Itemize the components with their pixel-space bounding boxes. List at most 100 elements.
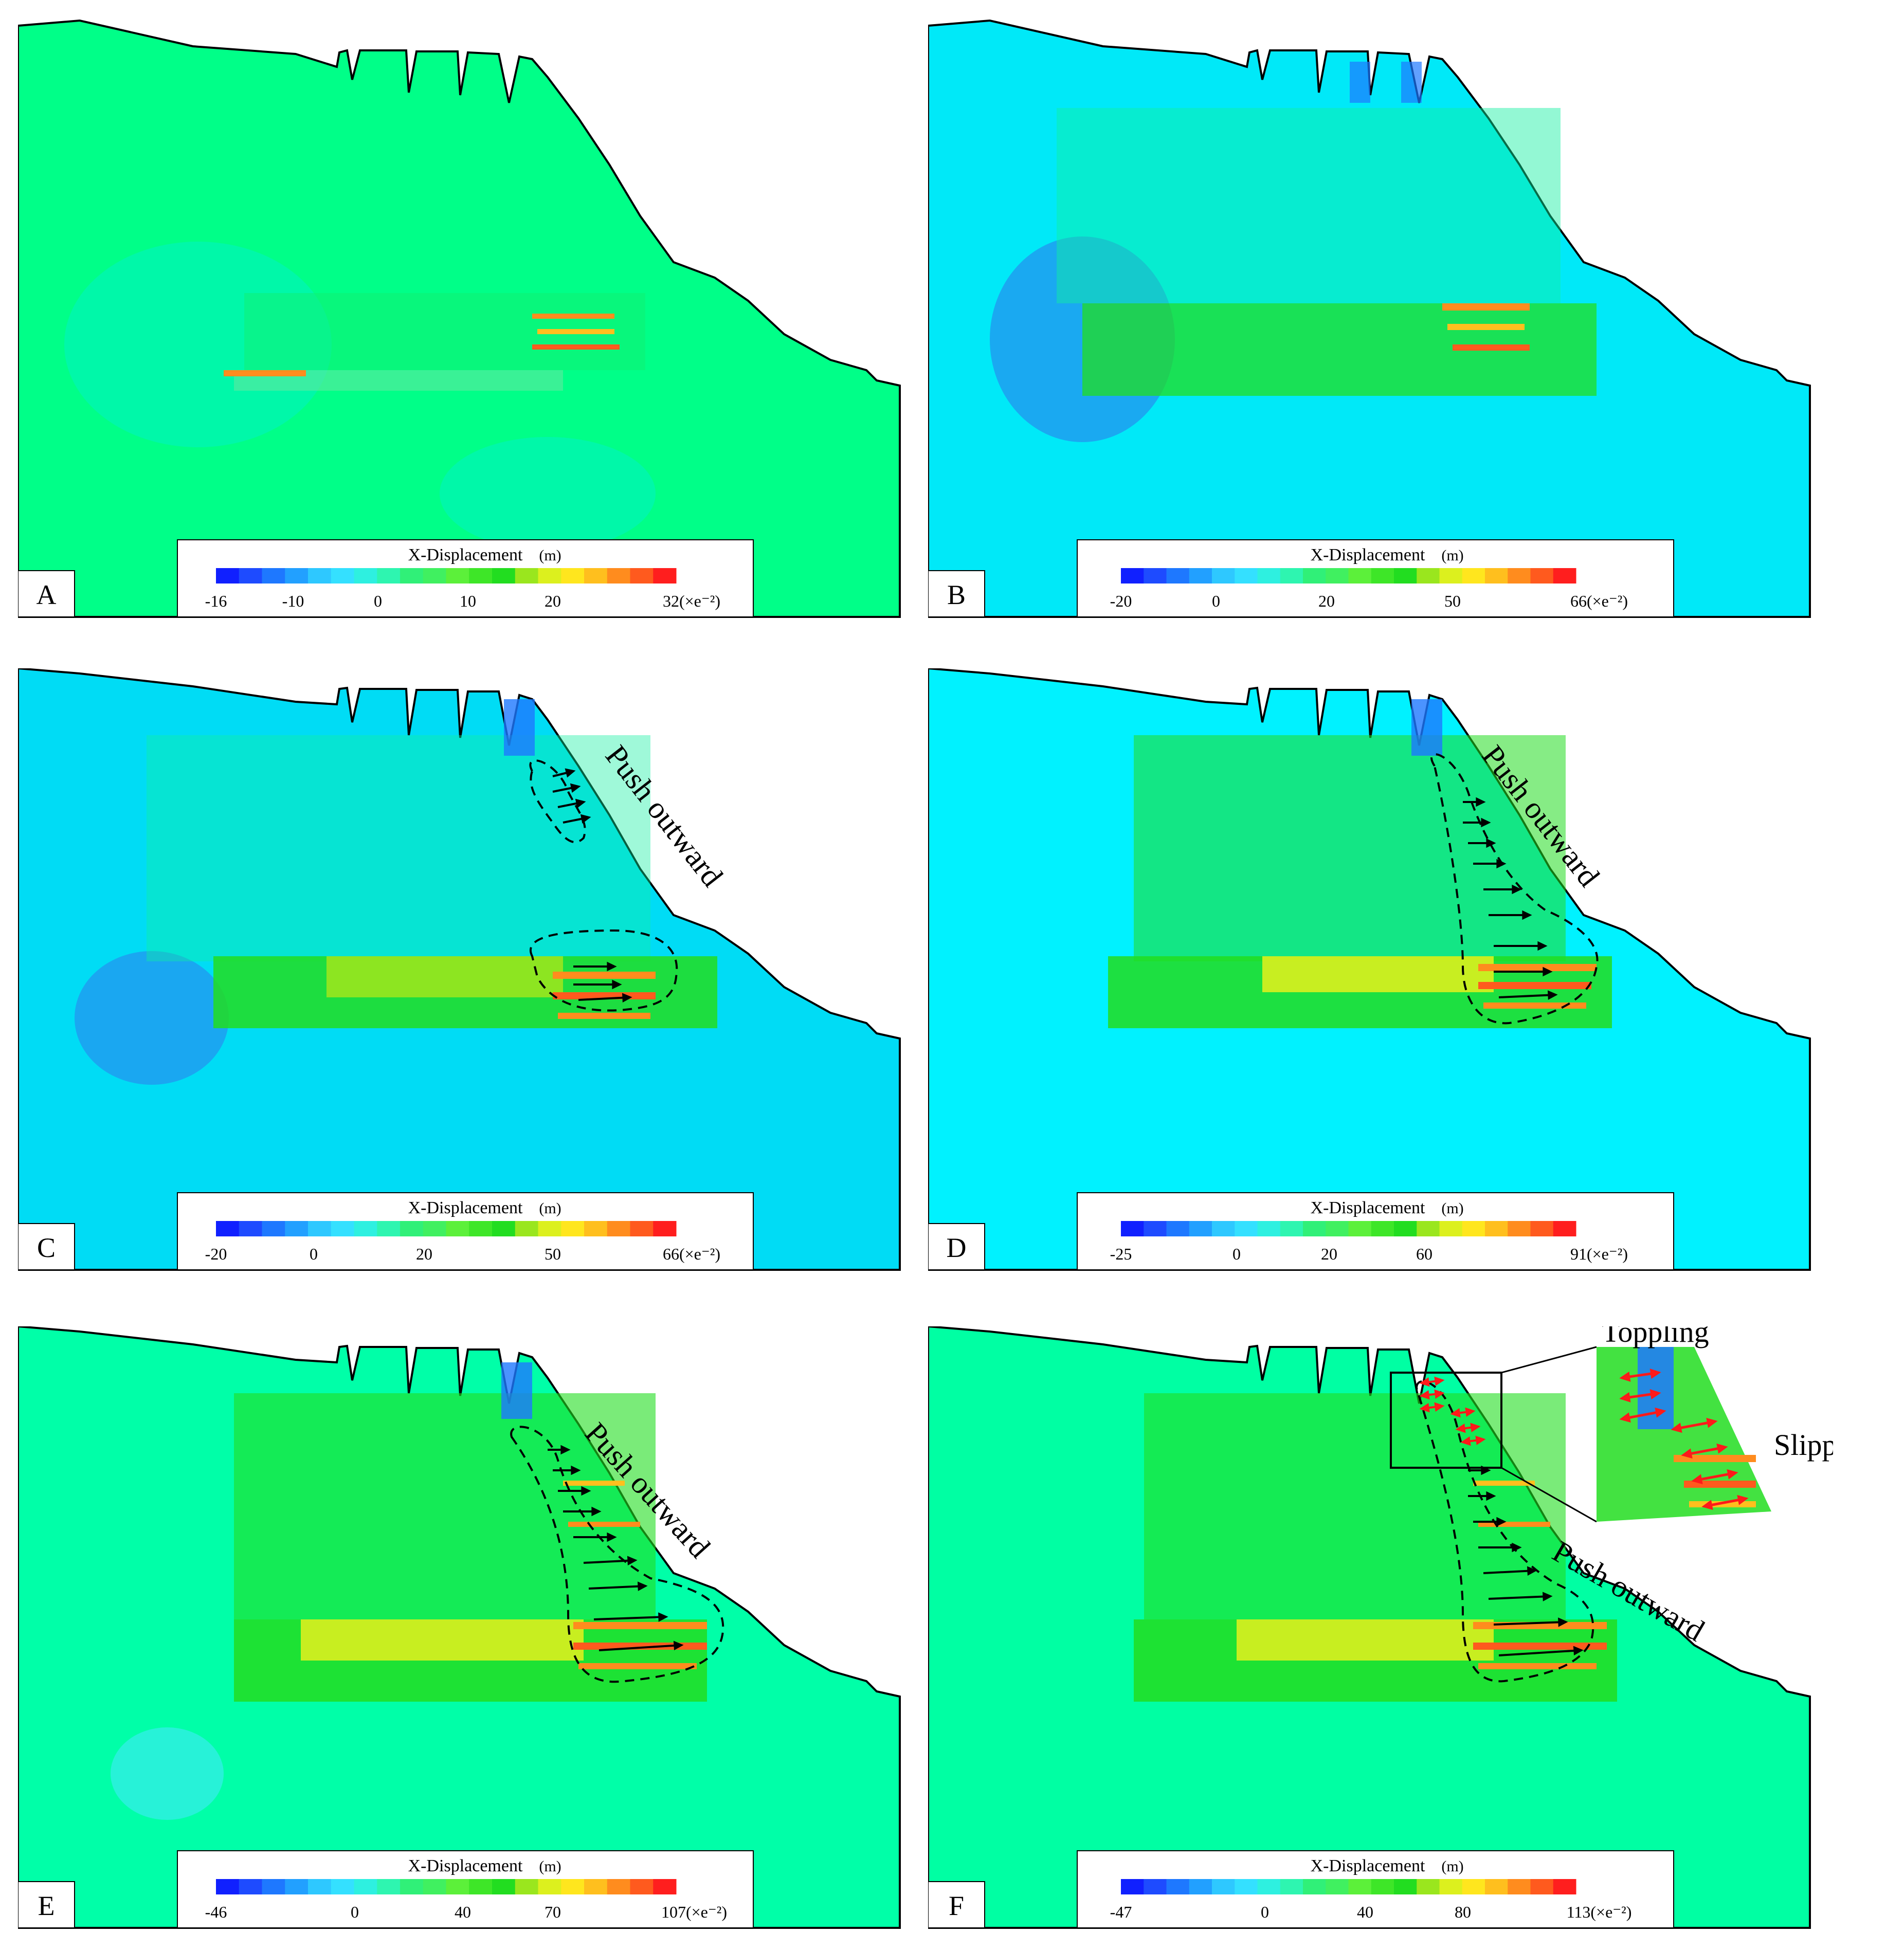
colorbar-swatch [1189, 1879, 1212, 1894]
colorbar-swatch [308, 1879, 332, 1894]
arrowhead [591, 1506, 602, 1517]
arrowhead [1727, 1469, 1738, 1480]
arrowhead [1716, 1443, 1728, 1454]
colorbar-swatch [354, 1879, 377, 1894]
colorbar-title: X-Displacement [1311, 1198, 1425, 1217]
arrowhead [1419, 1390, 1430, 1400]
colorbar-swatch [1257, 1879, 1281, 1894]
negative-strip [501, 1362, 532, 1419]
panel-b: X-Displacement (m) -20 0 20 50 66(×e⁻²) … [928, 15, 1833, 622]
colorbar-swatch [538, 1221, 561, 1236]
colorbar-swatch [1121, 1879, 1144, 1894]
colorbar-swatch [469, 568, 493, 584]
high-displacement-strip [1453, 344, 1530, 351]
colorbar-swatch [1326, 1221, 1349, 1236]
colorbar-swatch [538, 1879, 561, 1894]
colorbar-tick: 20 [416, 1245, 432, 1263]
colorbar-swatch [1485, 1879, 1508, 1894]
colorbar-swatch [1166, 568, 1190, 584]
arrowhead [1481, 817, 1491, 828]
colorbar-swatch [239, 1879, 262, 1894]
colorbar-swatch [492, 568, 516, 584]
arrowhead [622, 993, 632, 1002]
colorbar-swatch [1394, 1879, 1417, 1894]
arrowhead [673, 1640, 684, 1651]
colorbar-swatch [285, 1221, 309, 1236]
colorbar-swatch [1371, 1879, 1394, 1894]
panel-a: X-Displacement (m) -16 -10 0 10 20 32(×e… [18, 15, 923, 622]
colorbar-swatch [1553, 1221, 1576, 1236]
slipping-label: Slipping [1774, 1428, 1833, 1462]
colorbar-swatch [492, 1879, 516, 1894]
colorbar-tick: 113(×e⁻²) [1567, 1903, 1632, 1921]
arrowhead [575, 798, 586, 808]
colorbar: X-Displacement (m) -16 -10 0 10 20 32(×e… [177, 539, 754, 617]
layered-band [234, 1393, 656, 1619]
panel-label: C [37, 1232, 56, 1263]
colorbar-swatch [377, 1879, 401, 1894]
arrowhead [1671, 1423, 1682, 1433]
inset-red-arrows [1619, 1369, 1749, 1510]
colorbar-gradient [1121, 1221, 1576, 1236]
arrowhead [1434, 1376, 1445, 1387]
dashed-zone-outline [510, 1426, 724, 1683]
layered-band [147, 735, 650, 961]
colorbar-swatch [1257, 568, 1281, 584]
arrowhead [1434, 1402, 1445, 1412]
arrowhead [1470, 1423, 1481, 1433]
colorbar-swatch [285, 1879, 309, 1894]
arrowhead [1512, 1542, 1522, 1553]
colorbar-swatch [1235, 568, 1258, 584]
colorbar-swatch [492, 1221, 516, 1236]
colorbar-swatch [331, 1879, 354, 1894]
colorbar-gradient [216, 568, 677, 584]
arrow [1498, 1649, 1582, 1656]
colorbar-swatch [1144, 568, 1167, 584]
high-displacement-strip [532, 344, 620, 350]
colorbar-swatch [630, 568, 654, 584]
colorbar-tick: 66(×e⁻²) [663, 1245, 720, 1263]
panel-e-svg: Push outward X-Displacement (m) -46 0 40… [18, 1326, 901, 1929]
colorbar-swatch [515, 1221, 538, 1236]
colorbar-unit: (m) [539, 1200, 561, 1217]
negative-strip [1411, 699, 1442, 756]
colorbar-tick: 50 [545, 1245, 561, 1263]
arrowhead [1573, 1646, 1584, 1656]
negative-strip [1350, 62, 1370, 103]
colorbar-swatch [1280, 568, 1303, 584]
high-displacement-strip [563, 1481, 625, 1486]
arrowhead [1476, 797, 1486, 807]
colorbar-tick: 0 [310, 1245, 318, 1263]
arrowhead [1434, 1389, 1445, 1399]
arrowhead [1706, 1417, 1718, 1428]
deformation-zone [990, 62, 1597, 442]
arrow [583, 1559, 636, 1564]
panel-label: B [947, 579, 966, 610]
high-displacement-strip [1478, 1522, 1550, 1527]
colorbar-swatch [1394, 568, 1417, 584]
panel-a-svg: X-Displacement (m) -16 -10 0 10 20 32(×e… [18, 19, 901, 618]
colorbar-swatch [607, 568, 630, 584]
arrowhead [1558, 1617, 1568, 1627]
high-displacement-strip [1478, 982, 1591, 989]
colorbar-swatch [469, 1221, 493, 1236]
colorbar-tick: 60 [1416, 1245, 1432, 1263]
colorbar-swatch [423, 1879, 446, 1894]
colorbar-swatch [561, 568, 585, 584]
colorbar-swatch [239, 568, 262, 584]
high-displacement-strip [1483, 1002, 1586, 1009]
inset-zoom [1597, 1347, 1771, 1522]
arrowhead [1527, 1566, 1537, 1576]
arrowhead [571, 1465, 581, 1475]
arrowhead [1419, 1377, 1430, 1387]
panel-c: Push outward X-Displacement (m) -20 0 20… [18, 668, 923, 1275]
deformation-zone [1108, 699, 1612, 1028]
colorbar-swatch [1508, 568, 1531, 584]
arrow [1483, 1570, 1535, 1574]
colorbar-swatch [1553, 1879, 1576, 1894]
arrowhead [1465, 1407, 1476, 1417]
dashed-zone-outline [1430, 753, 1599, 1025]
colorbar-swatch [1326, 1879, 1349, 1894]
colorbar-swatch [1144, 1879, 1167, 1894]
high-displacement-strip [573, 1622, 707, 1629]
